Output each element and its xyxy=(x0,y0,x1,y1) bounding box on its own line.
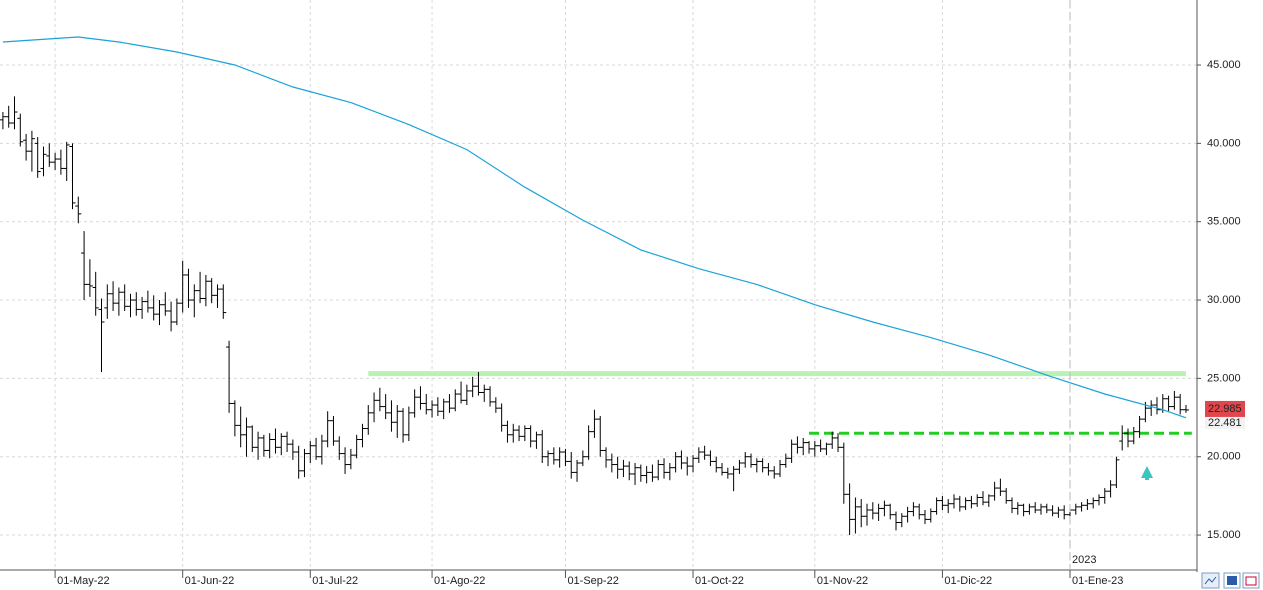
y-tick-label: 15.000 xyxy=(1207,529,1241,541)
x-tick-label: 01-Jul-22 xyxy=(312,575,358,587)
last-price-box xyxy=(1205,400,1245,417)
x-tick-label: 01-Ene-23 xyxy=(1072,575,1123,587)
y-tick-label: 20.000 xyxy=(1207,451,1241,463)
x-tick-label: 01-Dic-22 xyxy=(944,575,992,587)
x-tick-label: 01-Ago-22 xyxy=(434,575,485,587)
x-tick-label: 01-May-22 xyxy=(57,575,110,587)
zoom-icon xyxy=(1204,576,1217,585)
y-tick-label: 35.000 xyxy=(1207,216,1241,228)
y-tick-label: 25.000 xyxy=(1207,372,1241,384)
year-label: 2023 xyxy=(1072,554,1096,566)
toolbar xyxy=(1201,572,1260,589)
x-tick-label: 01-Oct-22 xyxy=(695,575,744,587)
print-icon xyxy=(1245,576,1257,586)
save-icon xyxy=(1227,576,1237,585)
ma-price-box xyxy=(1205,415,1245,429)
up-arrow xyxy=(1141,466,1153,480)
y-tick-label: 30.000 xyxy=(1207,294,1241,306)
moving-average xyxy=(2,36,1187,419)
plot xyxy=(0,36,1192,536)
y-tick-label: 45.000 xyxy=(1207,59,1241,71)
x-tick-label: 01-Jun-22 xyxy=(185,575,235,587)
x-tick-label: 01-Nov-22 xyxy=(817,575,868,587)
last-price-label: 22.985 xyxy=(1208,403,1242,415)
y-tick-label: 40.000 xyxy=(1207,137,1241,149)
x-tick-label: 01-Sep-22 xyxy=(567,575,618,587)
ma-price-label: 22.481 xyxy=(1208,417,1242,429)
print-button[interactable] xyxy=(1242,572,1260,589)
